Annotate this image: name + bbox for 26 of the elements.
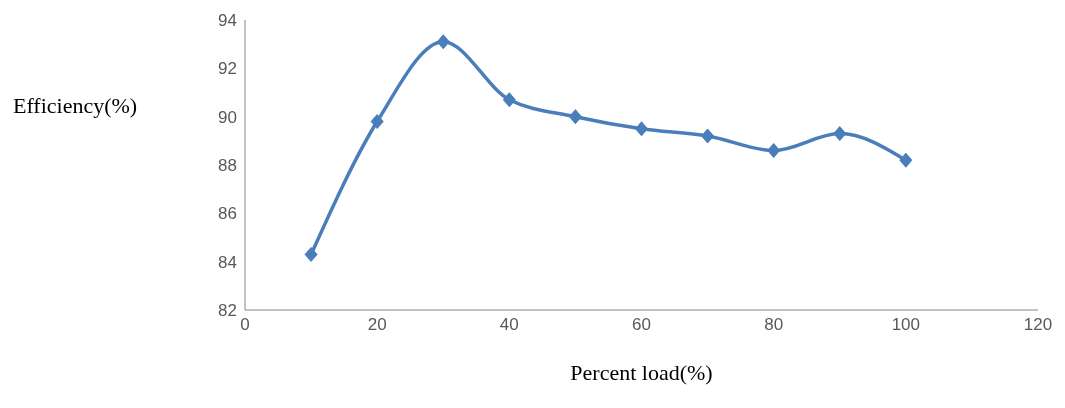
y-axis-title: Efficiency(%)	[13, 92, 138, 118]
point	[635, 121, 648, 137]
point	[568, 109, 582, 125]
x-axis-title: Percent load(%)	[570, 360, 713, 385]
point	[701, 128, 715, 144]
y-tick-label: 92	[218, 59, 237, 79]
point	[767, 143, 781, 158]
point	[502, 92, 516, 108]
x-tick-label: 20	[367, 315, 387, 335]
point	[304, 246, 318, 262]
x-tick-label: 40	[499, 315, 519, 335]
x-tick-label: 100	[891, 315, 921, 335]
point	[370, 114, 384, 129]
point	[436, 34, 450, 50]
x-tick-label: 0	[240, 315, 250, 335]
y-tick-label: 90	[218, 107, 237, 127]
x-tick-label: 60	[632, 315, 651, 335]
y-tick-label: 94	[218, 11, 237, 31]
point	[899, 152, 913, 168]
x-tick-label: 120	[1023, 315, 1053, 335]
y-tick-label: 84	[218, 252, 237, 272]
point	[833, 126, 847, 142]
y-tick-label: 88	[218, 156, 237, 176]
y-tick-label: 82	[218, 301, 237, 321]
x-tick-label: 80	[764, 315, 784, 335]
y-tick-label: 86	[218, 204, 237, 224]
